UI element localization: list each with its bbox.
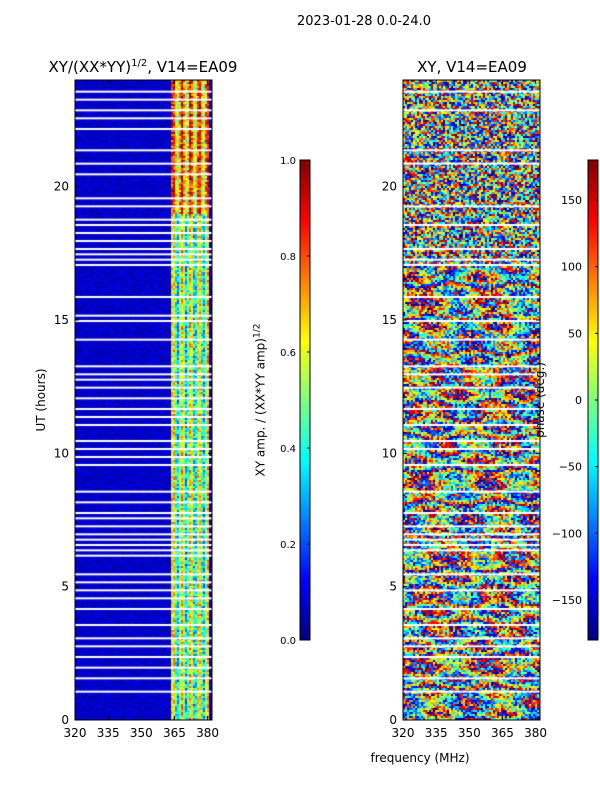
amplitude-xtick-label: 335 (97, 726, 120, 740)
phase-heatmap (403, 80, 540, 720)
phase-colorbar-tick-label: −150 (552, 594, 582, 607)
amplitude-colorbar-tick-label: 0.2 (280, 540, 296, 551)
amplitude-ytick-label: 20 (54, 180, 69, 194)
phase-xtick-label: 365 (491, 726, 514, 740)
amplitude-title-exponent: 1/2 (131, 58, 148, 69)
amplitude-colorbar-tick-label: 0.6 (280, 348, 296, 359)
amplitude-title-text: XY/(XX*YY) (48, 58, 132, 76)
phase-colorbar (588, 160, 598, 640)
phase-axes-frame (402, 79, 541, 721)
phase-colorbar-tick-label: 50 (568, 327, 582, 340)
amplitude-xtick-label: 365 (163, 726, 186, 740)
amplitude-colorbar-label-text: XY amp. / (XX*YY amp) (253, 338, 268, 477)
amplitude-xtick-label: 380 (196, 726, 219, 740)
phase-colorbar-tick-label: −100 (552, 527, 582, 540)
phase-ytick-label: 5 (389, 580, 397, 594)
phase-xtick-label: 350 (458, 726, 481, 740)
amplitude-xtick-label: 320 (64, 726, 87, 740)
amplitude-colorbar-tick-label: 1.0 (280, 156, 296, 167)
phase-ytick-label: 20 (382, 180, 397, 194)
amplitude-colorbar-tick-label: 0.0 (280, 636, 296, 647)
amplitude-colorbar-tick-label: 0.4 (280, 444, 296, 455)
amplitude-ytick-label: 0 (61, 713, 69, 727)
figure-suptitle: 2023-01-28 0.0-24.0 (297, 14, 431, 29)
amplitude-ytick-label: 5 (61, 580, 69, 594)
amplitude-ylabel: UT (hours) (34, 368, 48, 432)
amplitude-ytick-label: 10 (54, 446, 69, 460)
phase-ytick-label: 15 (382, 313, 397, 327)
phase-ytick-label: 10 (382, 446, 397, 460)
phase-xtick-label: 335 (425, 726, 448, 740)
phase-colorbar-label: phase (deg.) (533, 362, 547, 438)
phase-ytick-label: 0 (389, 713, 397, 727)
amplitude-xtick-label: 350 (130, 726, 153, 740)
amplitude-colorbar-label: XY amp. / (XX*YY amp)1/2 (253, 324, 268, 477)
phase-xtick-label: 320 (392, 726, 415, 740)
phase-xtick-label: 380 (524, 726, 547, 740)
phase-colorbar-tick-label: −50 (559, 461, 582, 474)
amplitude-heatmap (75, 80, 212, 720)
phase-panel-title: XY, V14=EA09 (417, 58, 527, 76)
amplitude-colorbar-frame (299, 159, 311, 641)
amplitude-panel-title: XY/(XX*YY)1/2, V14=EA09 (40, 58, 246, 76)
amplitude-colorbar-label-exponent: 1/2 (252, 323, 263, 339)
phase-colorbar-tick-label: 150 (561, 194, 582, 207)
amplitude-title-suffix: , V14=EA09 (147, 58, 238, 76)
amplitude-ytick-label: 15 (54, 313, 69, 327)
amplitude-colorbar (300, 160, 310, 640)
amplitude-axes-frame (74, 79, 213, 721)
phase-colorbar-tick-label: 0 (575, 394, 582, 407)
frequency-xlabel: frequency (MHz) (370, 751, 470, 765)
amplitude-colorbar-tick-label: 0.8 (280, 252, 296, 263)
phase-colorbar-tick-label: 100 (561, 261, 582, 274)
